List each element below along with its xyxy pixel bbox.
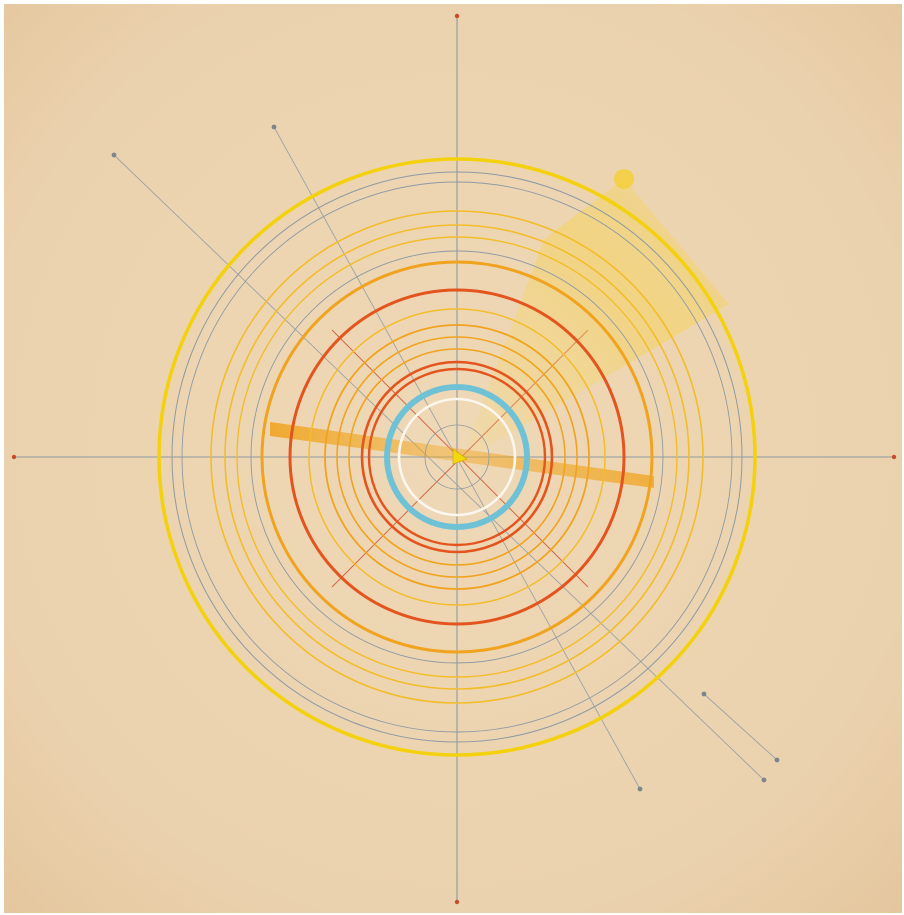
small-sun-dot xyxy=(614,169,634,189)
blue-ring xyxy=(384,384,530,530)
rings xyxy=(157,157,757,757)
orange-ring xyxy=(260,260,654,654)
white-ring xyxy=(397,397,517,517)
orange-ring xyxy=(348,348,566,566)
diagonal-ray-line xyxy=(113,154,765,781)
grey-ring xyxy=(171,171,743,743)
red-orange-ring xyxy=(367,367,547,547)
yellow-ring xyxy=(308,308,606,606)
concentric-circle-drawing xyxy=(4,4,902,913)
ray-end-dot xyxy=(271,124,277,130)
grey-ring xyxy=(250,250,664,664)
ray-end-dot xyxy=(637,786,643,792)
ray-end-dot xyxy=(111,152,117,158)
center-triangle xyxy=(452,448,468,465)
axis-end-dot xyxy=(891,454,897,460)
red-orange-ring xyxy=(288,288,626,626)
yellow-ring xyxy=(210,210,704,704)
ray-end-dot xyxy=(701,691,707,697)
outer-yellow-ring xyxy=(157,157,757,757)
diagonal-ray-line xyxy=(703,693,778,761)
ray-end-dot xyxy=(774,757,780,763)
grey-ring xyxy=(424,424,490,490)
yellow-light-beam xyxy=(467,179,729,453)
orange-ring xyxy=(336,336,578,578)
red-orange-ring xyxy=(360,360,554,554)
ray-end-dot xyxy=(761,777,767,783)
yellow-ring xyxy=(236,236,678,678)
yellow-ring xyxy=(224,224,690,690)
light-beam xyxy=(270,169,729,488)
center-marker xyxy=(452,448,468,465)
axis-end-dot xyxy=(454,899,460,905)
orange-stripe xyxy=(270,422,654,488)
orange-ring xyxy=(324,324,590,590)
axis-end-dot xyxy=(454,13,460,19)
grey-ring xyxy=(181,181,733,733)
axis-end-dot xyxy=(11,454,17,460)
